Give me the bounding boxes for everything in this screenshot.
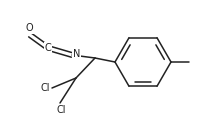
Text: Cl: Cl	[41, 83, 50, 93]
Text: C: C	[45, 43, 51, 53]
Text: N: N	[73, 49, 80, 59]
Text: Cl: Cl	[56, 105, 66, 115]
Text: O: O	[25, 23, 33, 33]
